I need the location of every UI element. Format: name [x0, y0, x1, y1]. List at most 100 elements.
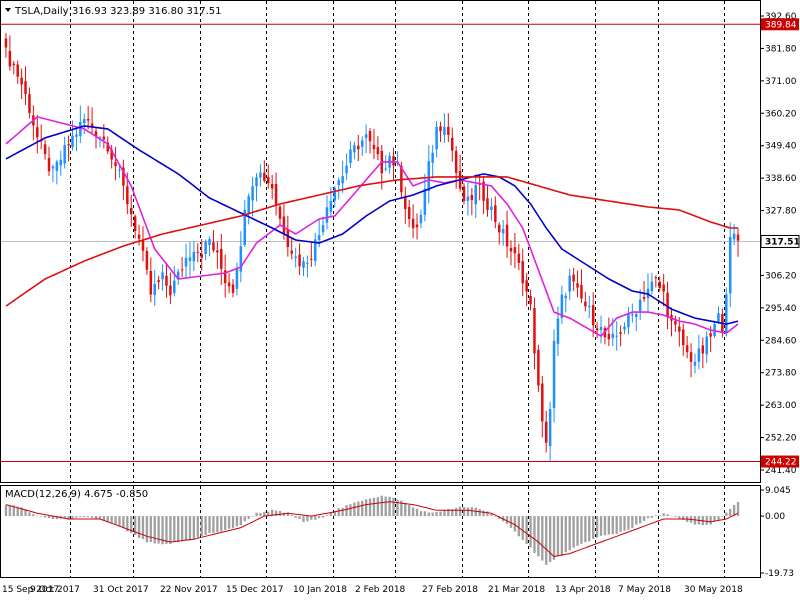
- time-axis-label: 15 Sep 2017: [2, 585, 59, 595]
- candle-bull: [239, 246, 243, 272]
- macd-histogram-bar: [627, 516, 630, 530]
- macd-histogram-bar: [314, 516, 317, 520]
- macd-histogram-bar: [110, 516, 113, 523]
- candle-bull: [650, 281, 654, 292]
- candle-bear: [685, 345, 689, 353]
- macd-histogram-bar: [494, 516, 497, 517]
- candle-bull: [360, 140, 364, 147]
- candle-bear: [86, 118, 90, 121]
- candle-bull: [337, 180, 340, 185]
- candle-bear: [231, 284, 235, 293]
- candle-bear: [505, 224, 509, 247]
- macd-histogram-bar: [79, 516, 82, 518]
- candle-bull: [321, 225, 325, 233]
- time-axis-label: 30 May 2018: [684, 585, 743, 595]
- ohlc-values: 316.93 323.89 316.80 317.51: [72, 6, 222, 17]
- macd-histogram-bar: [204, 516, 207, 535]
- candle-bull: [556, 318, 560, 344]
- macd-histogram-bar: [454, 507, 458, 517]
- macd-histogram-bar: [537, 516, 540, 557]
- candle-bear: [662, 284, 665, 292]
- candle-bear: [274, 184, 278, 205]
- macd-histogram-bar: [713, 516, 716, 522]
- macd-histogram-bar: [67, 516, 70, 520]
- macd-histogram-bar: [462, 506, 466, 517]
- macd-histogram-bar: [231, 516, 235, 529]
- candle-bear: [270, 184, 274, 189]
- time-axis-label: 31 Oct 2017: [93, 585, 149, 595]
- macd-histogram-bar: [705, 516, 708, 525]
- candle-bear: [736, 234, 740, 241]
- macd-histogram-bar: [486, 511, 489, 517]
- candle-bull: [427, 161, 431, 191]
- candle-bull: [294, 256, 297, 259]
- candle-bull: [302, 261, 305, 268]
- macd-histogram-bar: [345, 505, 348, 517]
- macd-histogram-bar: [380, 495, 383, 517]
- candle-bear: [372, 144, 376, 150]
- candle-bull: [75, 134, 78, 137]
- macd-histogram-bar: [40, 516, 43, 517]
- macd-histogram-bar: [235, 516, 239, 527]
- price-tick-label: 241.40: [765, 466, 797, 476]
- candle-bear: [133, 216, 137, 231]
- candle-bear: [20, 77, 23, 85]
- candle-bull: [204, 241, 207, 254]
- macd-histogram-bar: [16, 506, 19, 517]
- candle-bear: [282, 216, 286, 235]
- macd-histogram-bar: [662, 513, 665, 517]
- candle-bull: [423, 188, 427, 215]
- candle-bear: [267, 177, 270, 184]
- macd-histogram-bar: [529, 516, 532, 548]
- time-axis-label: 27 Feb 2018: [422, 585, 478, 595]
- candle-bull: [317, 235, 321, 241]
- candle-bull: [431, 152, 434, 163]
- macd-histogram-bar: [133, 516, 137, 535]
- macd-histogram-bar: [635, 516, 638, 525]
- macd-histogram-bar: [478, 509, 481, 517]
- current-price-tag: [760, 234, 800, 248]
- candle-bull: [353, 145, 356, 153]
- macd-histogram-bar: [294, 516, 297, 518]
- macd-histogram-bar: [513, 516, 517, 532]
- candle-bear: [517, 253, 521, 263]
- macd-histogram-bar: [736, 502, 740, 517]
- candle-bull: [63, 145, 66, 164]
- time-axis-label: 13 Apr 2018: [555, 585, 611, 595]
- candle-bear: [642, 297, 646, 299]
- macd-histogram-bar: [552, 516, 556, 560]
- macd-histogram-bar: [447, 508, 450, 517]
- candle-bull: [548, 409, 552, 447]
- candle-bear: [129, 207, 133, 215]
- macd-histogram-bar: [654, 515, 658, 517]
- candle-bull: [83, 119, 86, 124]
- macd-histogram-bar: [556, 516, 560, 557]
- macd-histogram-bar: [71, 516, 74, 520]
- macd-histogram-bar: [220, 516, 223, 532]
- dropdown-triangle-icon[interactable]: [5, 8, 11, 12]
- macd-histogram-bar: [509, 516, 513, 528]
- candle-bear: [137, 234, 141, 239]
- macd-histogram-bar: [603, 516, 607, 536]
- price-tick-label: 360.20: [765, 109, 797, 119]
- candle-bear: [141, 239, 145, 251]
- candle-bull: [161, 272, 164, 280]
- candle-bear: [102, 136, 106, 140]
- macd-histogram-bar: [118, 516, 121, 527]
- macd-histogram-bar: [368, 498, 372, 517]
- macd-histogram-bar: [8, 505, 12, 517]
- macd-histogram-bar: [337, 508, 340, 517]
- candle-bear: [278, 206, 282, 219]
- price-tick-label: 306.20: [765, 271, 797, 281]
- macd-histogram-bar: [599, 516, 603, 536]
- macd-histogram-bar: [83, 516, 86, 517]
- candle-bear: [658, 281, 661, 288]
- horizontal-levels: [1, 23, 760, 463]
- price-tick-label: 252.20: [765, 434, 797, 444]
- macd-histogram-bar: [545, 516, 548, 565]
- macd-histogram-bar: [188, 516, 192, 541]
- macd-histogram-bar: [427, 512, 430, 517]
- macd-histogram-bar: [541, 516, 544, 561]
- candle-bull: [333, 187, 337, 201]
- candle-bear: [454, 150, 458, 173]
